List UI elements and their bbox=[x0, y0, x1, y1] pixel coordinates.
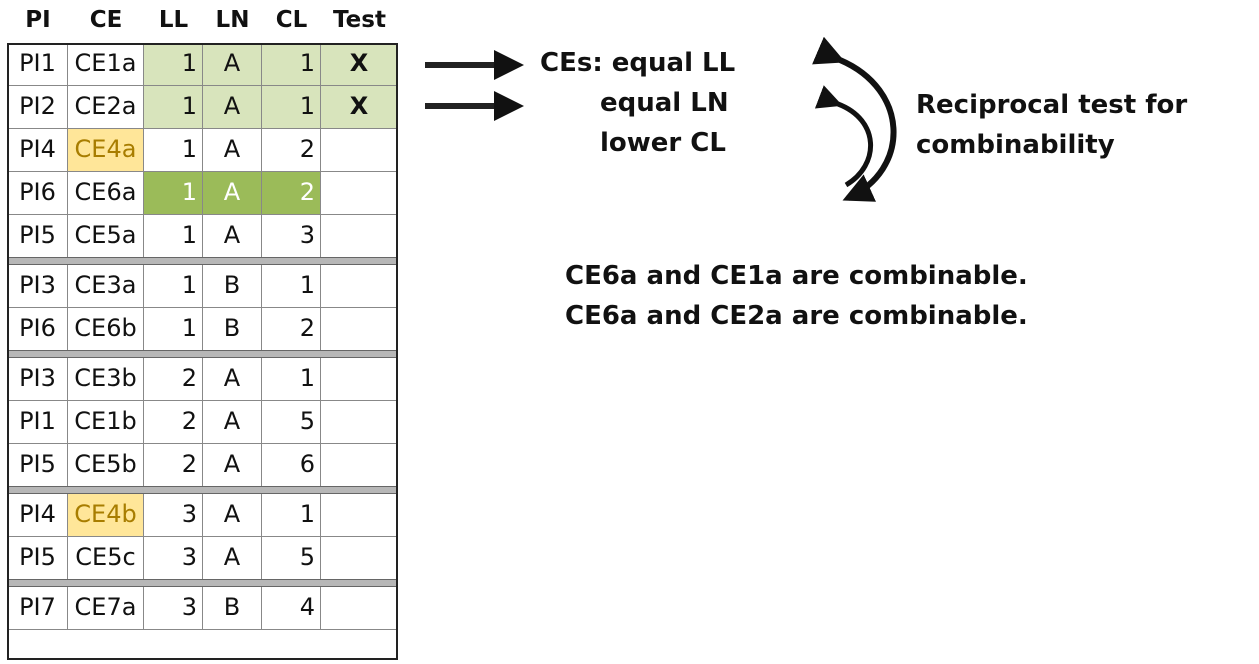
combinability-label: combinability bbox=[916, 130, 1115, 160]
cell-pi: PI1 bbox=[8, 43, 68, 86]
cell-pi: PI6 bbox=[8, 172, 68, 215]
cell-ll: 1 bbox=[144, 265, 203, 308]
reciprocal-arrow-inner-icon bbox=[814, 85, 873, 188]
cell-ce: CE4b bbox=[68, 494, 144, 537]
cell-pi: PI5 bbox=[8, 215, 68, 258]
cell-ce: CE7a bbox=[68, 587, 144, 630]
lower-cl-label: lower CL bbox=[600, 128, 726, 158]
cell-ce: CE3b bbox=[68, 358, 144, 401]
cell-ll: 2 bbox=[144, 401, 203, 444]
header-ln: LN bbox=[215, 7, 250, 33]
cell-pi: PI1 bbox=[8, 401, 68, 444]
reciprocal-test-label: Reciprocal test for bbox=[916, 90, 1188, 120]
cell-ln: A bbox=[203, 129, 262, 172]
cell-pi: PI2 bbox=[8, 86, 68, 129]
cell-test: X bbox=[321, 43, 398, 86]
cell-ce: CE1a bbox=[68, 43, 144, 86]
cell-ce: CE4a bbox=[68, 129, 144, 172]
group-separator bbox=[8, 486, 397, 494]
header-ce: CE bbox=[89, 7, 123, 33]
header-test: Test bbox=[333, 7, 386, 33]
cell-ce: CE3a bbox=[68, 265, 144, 308]
cell-cl: 1 bbox=[262, 86, 321, 129]
cell-ln: A bbox=[203, 172, 262, 215]
cell-ln: A bbox=[203, 358, 262, 401]
cell-pi: PI3 bbox=[8, 358, 68, 401]
conclusion-ce6a-ce2a: CE6a and CE2a are combinable. bbox=[565, 301, 1028, 331]
cell-ln: A bbox=[203, 86, 262, 129]
cell-pi: PI4 bbox=[8, 129, 68, 172]
group-separator bbox=[8, 350, 397, 358]
cell-ll: 1 bbox=[144, 129, 203, 172]
cell-ll: 2 bbox=[144, 358, 203, 401]
cell-ll: 1 bbox=[144, 43, 203, 86]
cell-cl: 4 bbox=[262, 587, 321, 630]
cell-cl: 2 bbox=[262, 129, 321, 172]
conclusion-ce6a-ce1a: CE6a and CE1a are combinable. bbox=[565, 261, 1028, 291]
cell-cl: 5 bbox=[262, 401, 321, 444]
cell-ce: CE6a bbox=[68, 172, 144, 215]
cell-ln: B bbox=[203, 265, 262, 308]
cell-ln: A bbox=[203, 494, 262, 537]
header-pi: PI bbox=[25, 7, 51, 33]
cell-ll: 1 bbox=[144, 172, 203, 215]
cell-ce: CE1b bbox=[68, 401, 144, 444]
cell-cl: 1 bbox=[262, 494, 321, 537]
header-cl: CL bbox=[275, 7, 308, 33]
cell-cl: 1 bbox=[262, 265, 321, 308]
equal-ln-label: equal LN bbox=[600, 88, 729, 118]
cell-ln: A bbox=[203, 43, 262, 86]
cell-cl: 2 bbox=[262, 172, 321, 215]
group-separator bbox=[8, 579, 397, 587]
cell-ln: A bbox=[203, 401, 262, 444]
cell-ll: 3 bbox=[144, 494, 203, 537]
header-ll: LL bbox=[158, 7, 189, 33]
reciprocal-arrow-outer-icon bbox=[812, 36, 897, 202]
cell-pi: PI3 bbox=[8, 265, 68, 308]
cell-ll: 1 bbox=[144, 86, 203, 129]
cell-test: X bbox=[321, 86, 398, 129]
ces-equal-ll-label: CEs: equal LL bbox=[540, 48, 736, 78]
cell-ln: B bbox=[203, 587, 262, 630]
cell-pi: PI7 bbox=[8, 587, 68, 630]
group-separator bbox=[8, 257, 397, 265]
cell-pi: PI4 bbox=[8, 494, 68, 537]
cell-ll: 3 bbox=[144, 587, 203, 630]
cell-ce: CE2a bbox=[68, 86, 144, 129]
cell-cl: 1 bbox=[262, 43, 321, 86]
cell-cl: 1 bbox=[262, 358, 321, 401]
